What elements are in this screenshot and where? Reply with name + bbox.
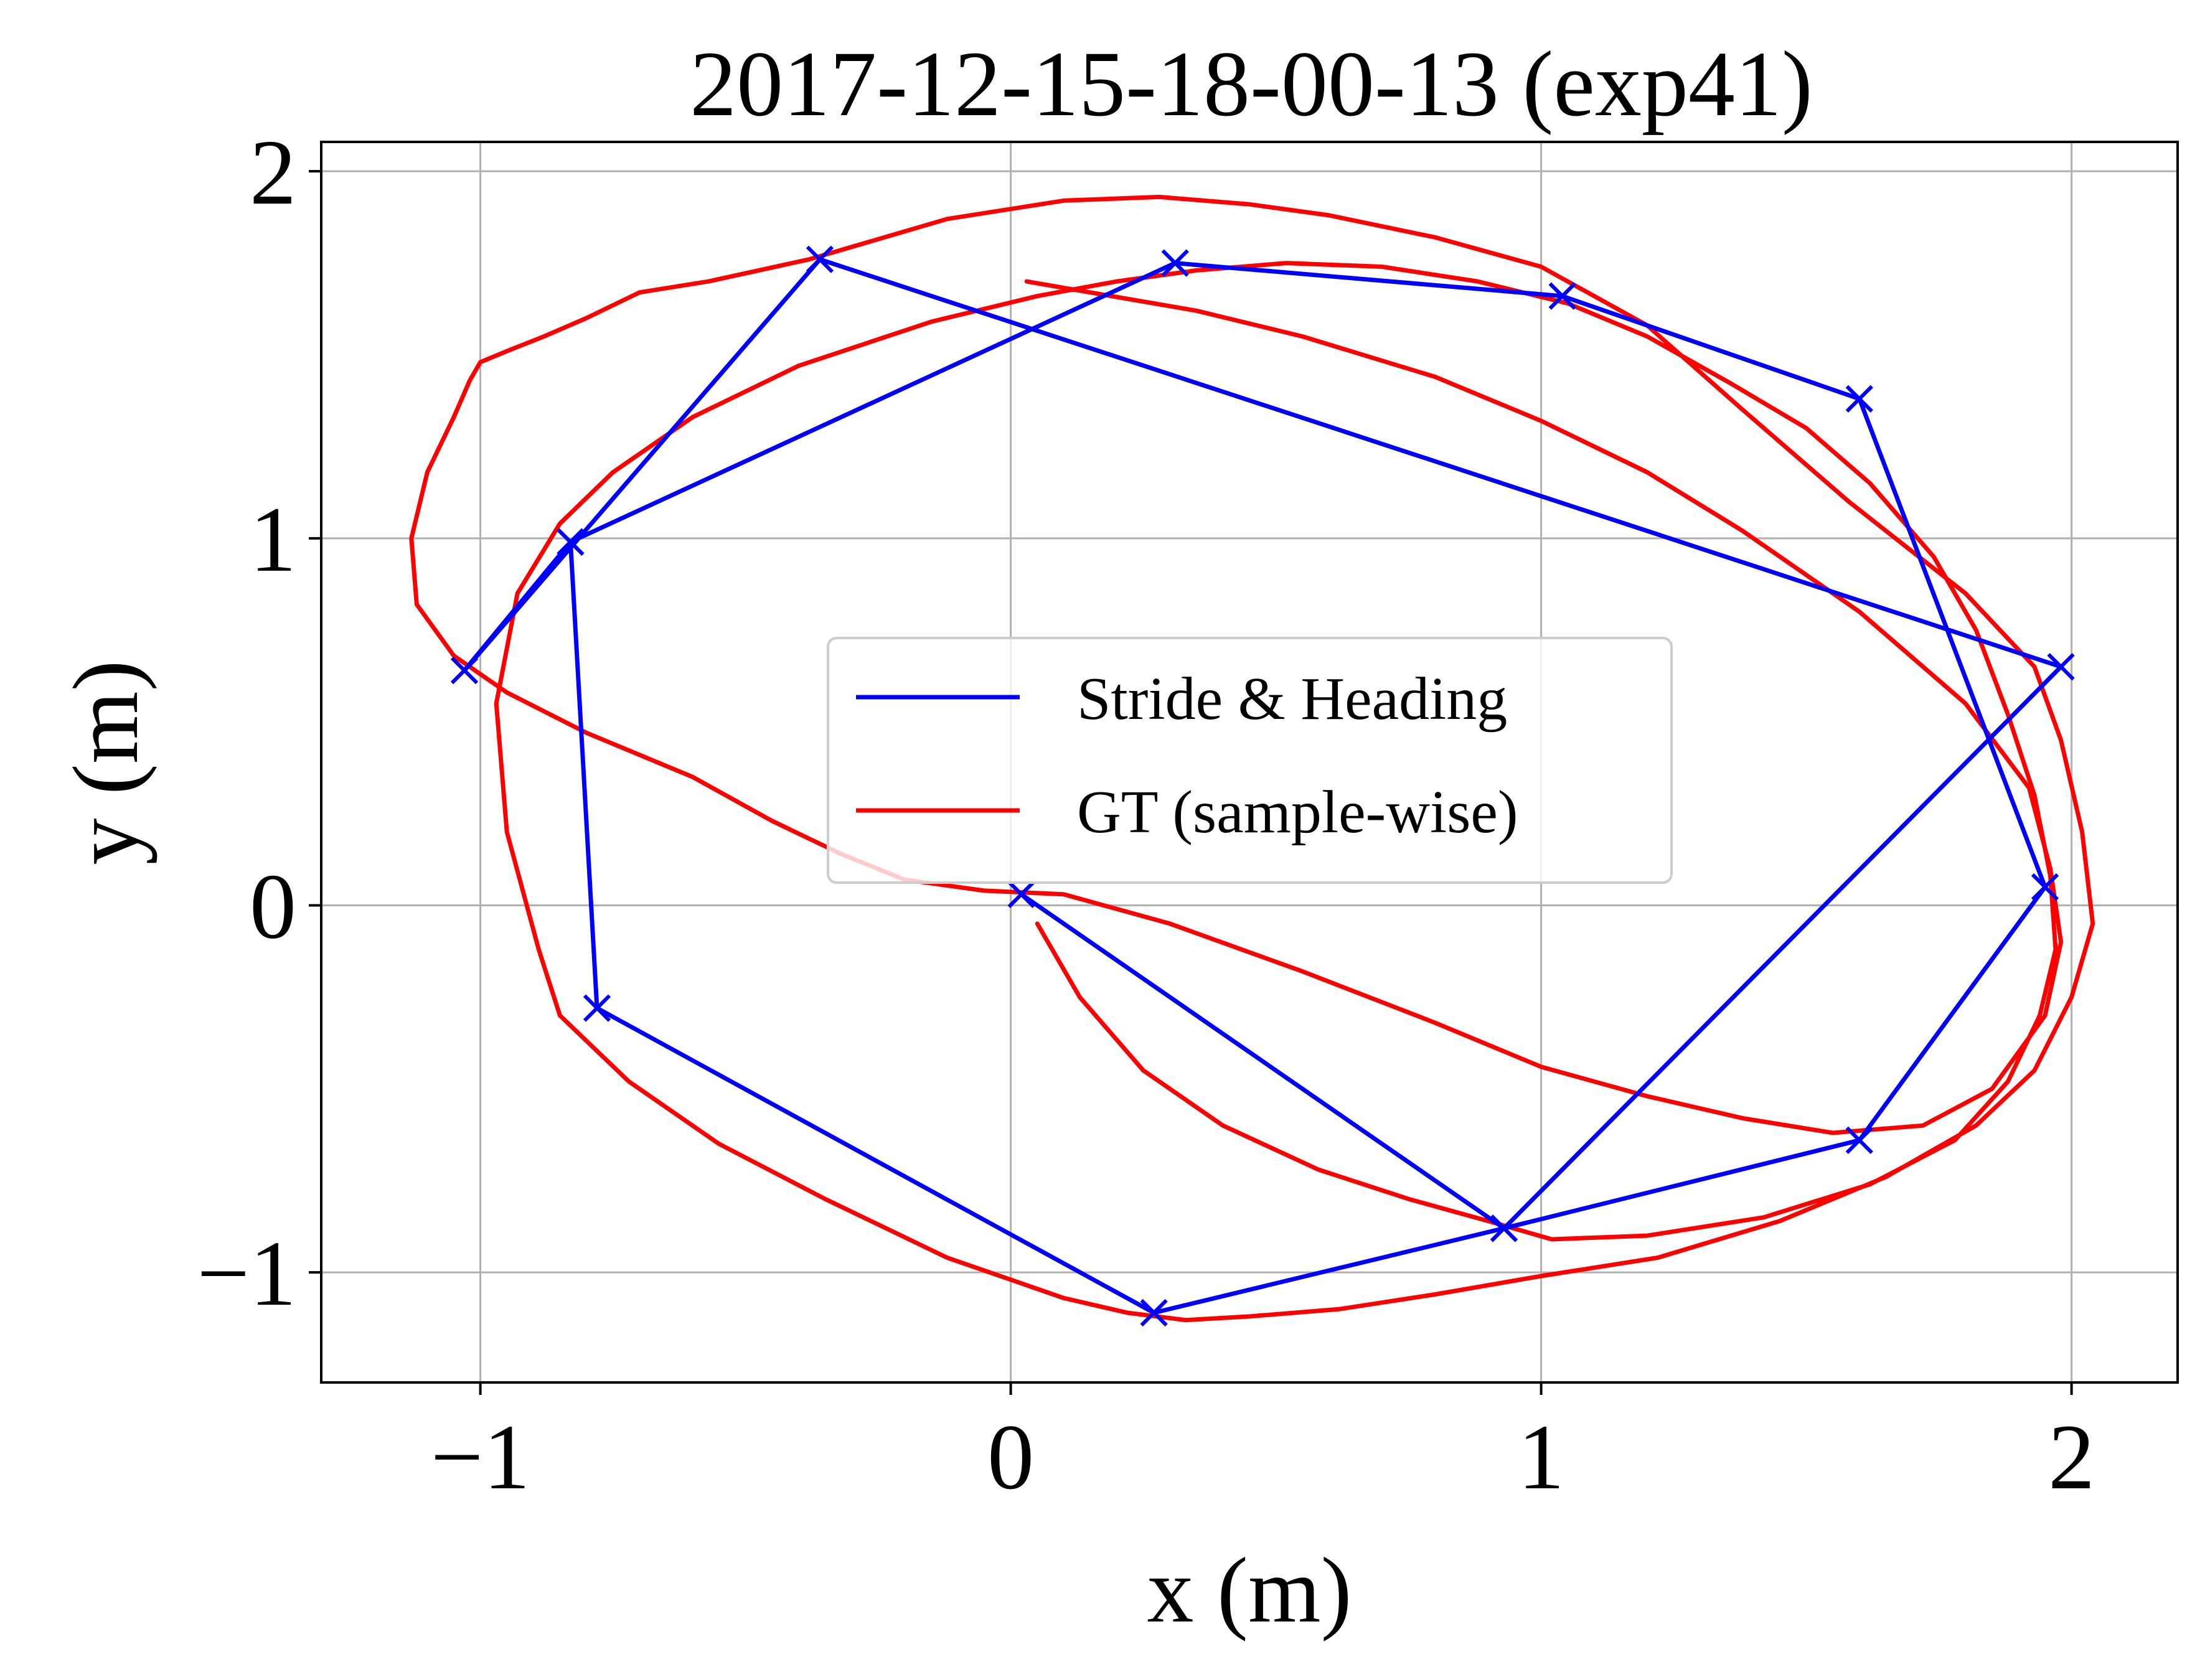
stride-marker bbox=[1845, 385, 1873, 413]
x-tick-label: −1 bbox=[431, 1405, 530, 1509]
stride-marker bbox=[583, 994, 611, 1022]
stride-marker bbox=[2031, 873, 2059, 901]
stride-marker bbox=[1161, 249, 1189, 277]
legend-label-gt-sample-wise: GT (sample-wise) bbox=[1077, 779, 1518, 846]
y-tick-label: −1 bbox=[197, 1222, 296, 1325]
y-tick-label: 2 bbox=[250, 121, 296, 224]
y-axis-label: y (m) bbox=[54, 660, 158, 865]
axis-ticks: −1 0 1 2 −1 0 1 2 bbox=[197, 121, 2095, 1509]
stride-marker bbox=[1548, 282, 1576, 310]
x-tick-label: 2 bbox=[2048, 1405, 2095, 1509]
stride-marker bbox=[1140, 1298, 1168, 1327]
plot-markers bbox=[450, 245, 2075, 1327]
stride-marker bbox=[450, 656, 479, 685]
chart-title: 2017-12-15-18-00-13 (exp41) bbox=[690, 32, 1813, 136]
stride-marker bbox=[1845, 1126, 1873, 1154]
legend: Stride & Heading GT (sample-wise) bbox=[827, 637, 1673, 884]
y-tick-label: 1 bbox=[250, 488, 296, 591]
x-tick-label: 1 bbox=[1518, 1405, 1564, 1509]
stride-marker bbox=[1007, 880, 1035, 908]
stride-marker bbox=[1490, 1214, 1518, 1242]
stride-marker bbox=[806, 245, 834, 273]
stride-marker bbox=[2047, 653, 2075, 681]
x-axis-label: x (m) bbox=[1147, 1539, 1352, 1642]
gt-sample-wise-line bbox=[409, 194, 2095, 1323]
legend-box bbox=[827, 637, 1673, 884]
x-tick-label: 0 bbox=[987, 1405, 1034, 1509]
plot-frame bbox=[320, 141, 2179, 1384]
legend-label-stride-heading: Stride & Heading bbox=[1077, 665, 1507, 733]
y-tick-label: 0 bbox=[250, 855, 296, 958]
stride-marker bbox=[557, 528, 585, 556]
